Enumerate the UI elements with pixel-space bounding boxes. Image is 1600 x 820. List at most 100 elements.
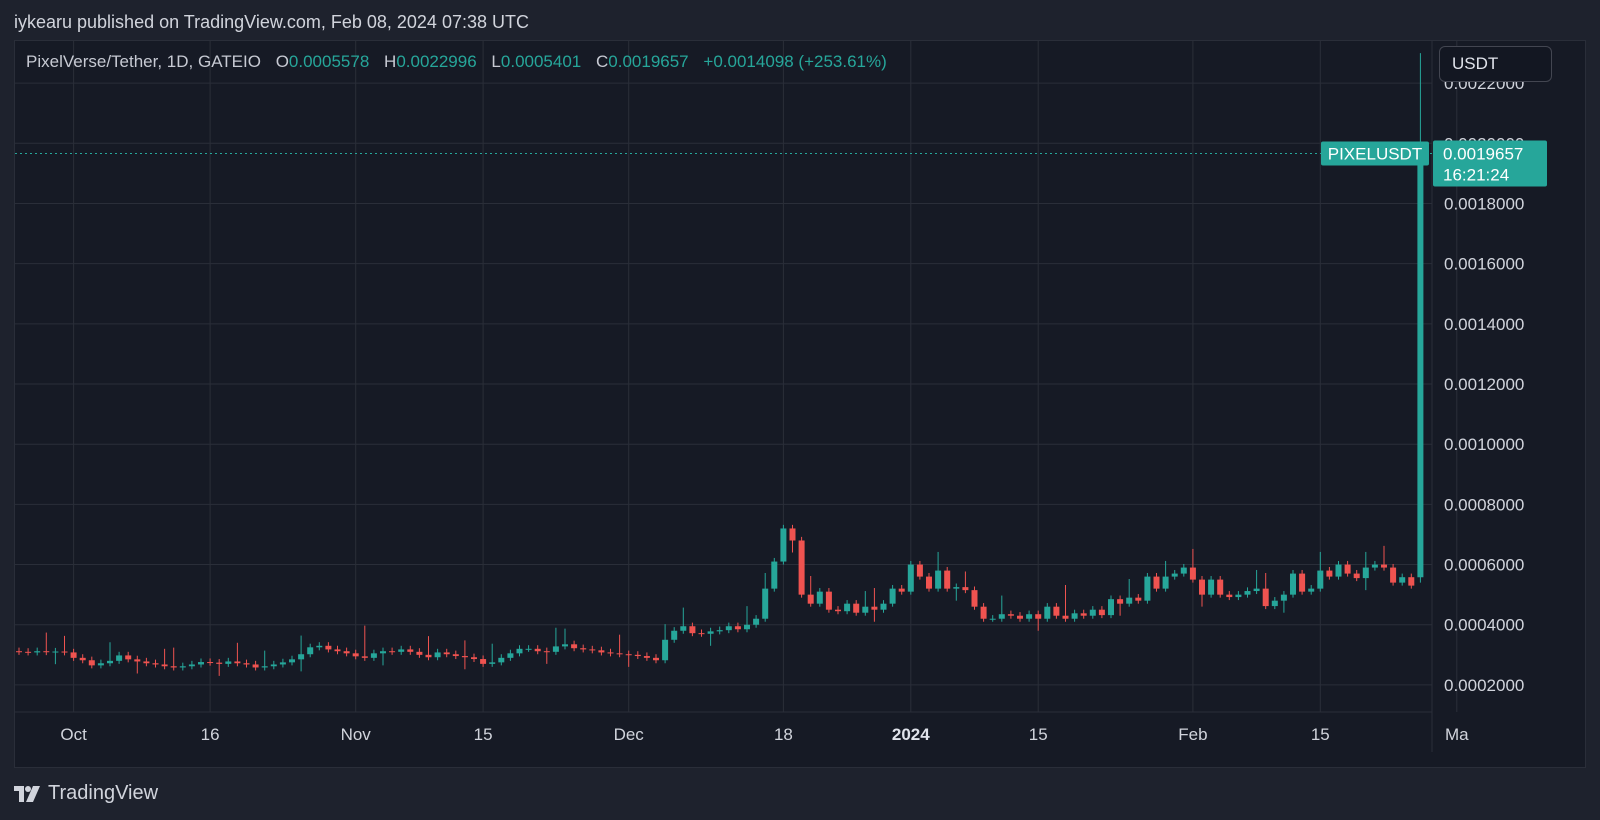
candle-body bbox=[944, 570, 951, 589]
candle-body bbox=[434, 652, 441, 658]
candle-up bbox=[716, 626, 723, 635]
candle-body bbox=[1108, 599, 1114, 616]
candle-body bbox=[816, 591, 823, 604]
candle-down bbox=[980, 603, 987, 622]
candle-body bbox=[1362, 567, 1369, 579]
candle-body bbox=[935, 570, 942, 589]
candle-down bbox=[243, 659, 250, 668]
candle-up bbox=[1290, 569, 1296, 598]
candle-up bbox=[725, 622, 732, 634]
candle-down bbox=[625, 650, 632, 667]
candle-body bbox=[270, 664, 277, 667]
candle-up bbox=[762, 572, 769, 622]
candle-up bbox=[1335, 560, 1342, 580]
candle-body bbox=[1098, 609, 1105, 616]
candle-body bbox=[1381, 564, 1387, 568]
candle-body bbox=[916, 564, 923, 577]
candle-body bbox=[1189, 567, 1196, 580]
candle-up bbox=[907, 560, 914, 595]
candle-up bbox=[516, 645, 523, 657]
candle-body bbox=[1390, 567, 1397, 583]
candle-up bbox=[507, 649, 514, 661]
time-axis: Oct 16 Nov 15 Dec 18 2024 15 Feb 15 Ma bbox=[15, 711, 1469, 744]
candle-down bbox=[926, 572, 932, 592]
candle-up bbox=[398, 645, 405, 655]
candle-body bbox=[1335, 564, 1342, 577]
candle-body bbox=[1271, 600, 1278, 607]
candle-body bbox=[316, 645, 323, 648]
candle-up bbox=[1044, 603, 1051, 622]
candle-body bbox=[343, 651, 350, 654]
candle-body bbox=[352, 653, 359, 657]
candle-body bbox=[543, 651, 550, 653]
candle-down bbox=[1153, 572, 1160, 592]
candle-body bbox=[825, 591, 832, 610]
candle-body bbox=[871, 606, 878, 610]
candle-body bbox=[125, 655, 132, 660]
candle-down bbox=[452, 650, 459, 660]
candle-down bbox=[944, 566, 951, 592]
candle-body bbox=[1290, 573, 1296, 595]
candle-body bbox=[1071, 613, 1078, 619]
last-price-marker: PIXELUSDT 0.0019657 16:21:24 bbox=[15, 140, 1547, 187]
candle-body bbox=[1280, 594, 1287, 601]
candle-up bbox=[953, 583, 960, 601]
candle-body bbox=[698, 633, 705, 635]
candle-body bbox=[325, 645, 332, 650]
candle-up bbox=[552, 627, 559, 655]
candle-body bbox=[25, 651, 32, 653]
candle-up bbox=[179, 662, 186, 671]
candle-body bbox=[534, 648, 541, 652]
candle-body bbox=[807, 594, 814, 604]
candle-body bbox=[571, 644, 578, 649]
candle-body bbox=[880, 603, 887, 610]
candle-body bbox=[653, 657, 659, 661]
price-tag-bg bbox=[1433, 140, 1547, 187]
price-tick-label: 0.0008000 bbox=[1444, 495, 1524, 514]
candle-down bbox=[79, 654, 86, 664]
candle-down bbox=[689, 622, 696, 637]
legend-low-value: 0.0005401 bbox=[500, 52, 582, 71]
legend-high-value: 0.0022996 bbox=[396, 52, 477, 71]
candle-body bbox=[898, 588, 905, 592]
candle-body bbox=[616, 653, 623, 655]
candle-down bbox=[971, 586, 978, 610]
candle-body bbox=[1199, 579, 1205, 595]
legend-close-value: 0.0019657 bbox=[608, 52, 689, 71]
candle-body bbox=[1253, 588, 1260, 592]
time-tick-label: 15 bbox=[1311, 725, 1330, 744]
candle-up bbox=[525, 645, 532, 652]
candle-body bbox=[170, 666, 177, 668]
candle-body bbox=[1126, 597, 1133, 604]
candle-body bbox=[234, 661, 241, 664]
candle-up bbox=[935, 551, 942, 592]
candle-body bbox=[279, 662, 286, 665]
candle-down bbox=[352, 649, 359, 660]
candle-body bbox=[607, 652, 614, 654]
candle-down bbox=[1408, 573, 1415, 589]
candle-body bbox=[525, 648, 532, 650]
candle-down bbox=[1326, 566, 1333, 580]
candle-body bbox=[1235, 594, 1242, 598]
candle-body bbox=[1371, 564, 1378, 568]
candle-body bbox=[1053, 606, 1060, 616]
candle-up bbox=[989, 615, 996, 622]
candle-body bbox=[489, 662, 496, 664]
candle-body bbox=[953, 587, 960, 589]
candle-up bbox=[1071, 609, 1078, 622]
candle-down bbox=[389, 647, 396, 655]
candle-body bbox=[1135, 597, 1142, 601]
currency-selector[interactable]: USDT bbox=[1439, 46, 1552, 82]
candle-down bbox=[607, 648, 614, 657]
candle-body bbox=[416, 651, 423, 655]
candle-up bbox=[198, 658, 204, 668]
candle-down bbox=[234, 642, 241, 667]
tradingview-logo[interactable]: TradingView bbox=[14, 782, 158, 805]
candle-down bbox=[734, 622, 741, 633]
price-tag-countdown: 16:21:24 bbox=[1443, 166, 1509, 185]
candle-body bbox=[70, 652, 77, 658]
candle-body bbox=[1144, 576, 1151, 601]
candle-up bbox=[1026, 610, 1033, 622]
candle-up bbox=[1253, 569, 1260, 595]
